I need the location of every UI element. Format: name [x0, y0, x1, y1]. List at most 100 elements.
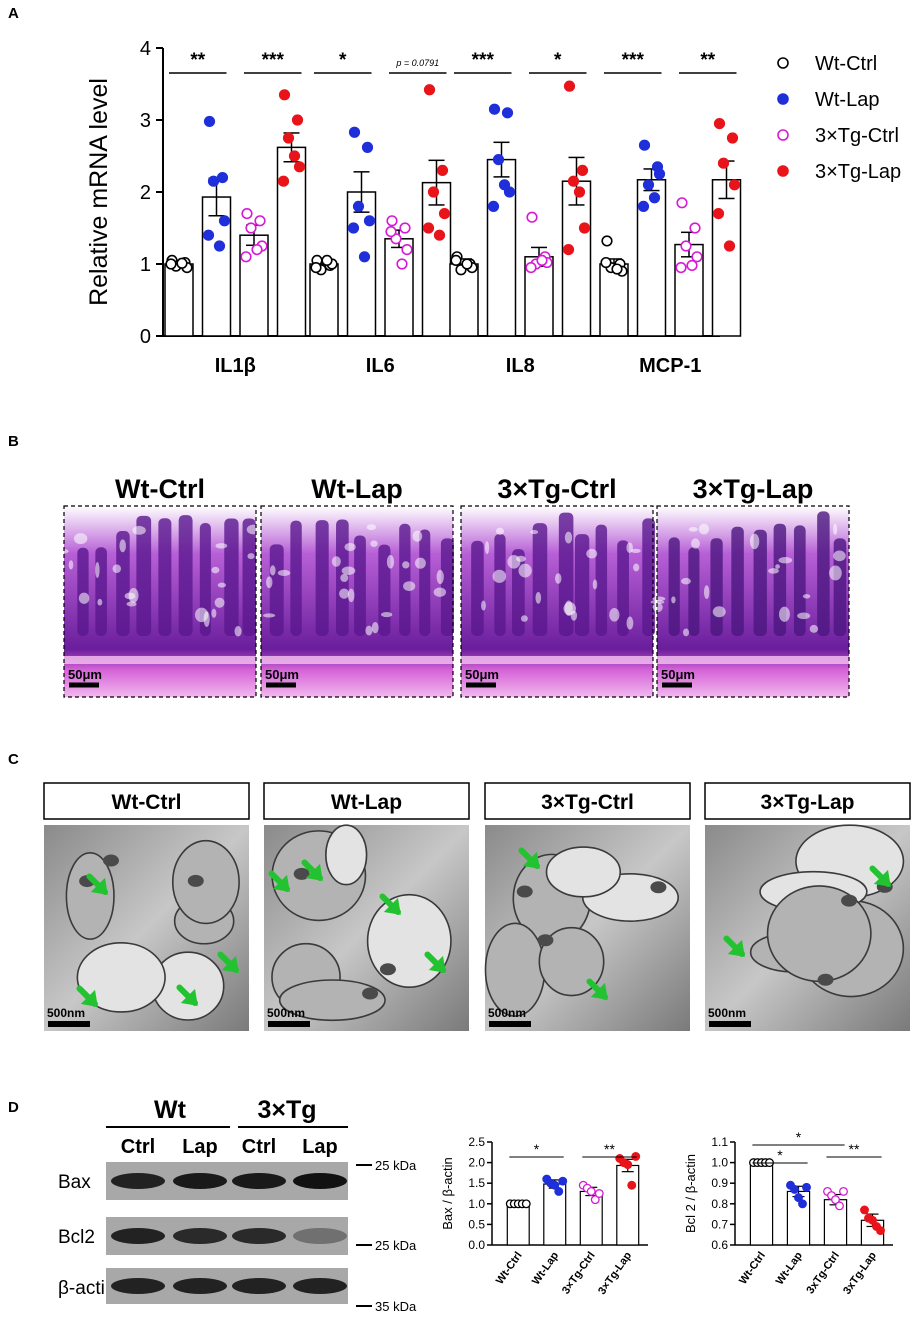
bar	[561, 180, 592, 337]
em-image-title: 3×Tg-Ctrl	[541, 791, 634, 814]
muscularis-band	[64, 656, 256, 664]
villus-shape	[242, 518, 256, 636]
data-point	[831, 1195, 840, 1205]
data-point	[282, 132, 295, 144]
data-point	[675, 262, 687, 274]
data-point	[433, 229, 446, 241]
significance-label: *	[534, 1141, 540, 1157]
goblet-cell	[60, 549, 69, 554]
data-point	[245, 222, 257, 234]
x-tick-label: Wt-Ctrl	[494, 1250, 525, 1287]
bar	[506, 1203, 530, 1246]
x-tick-label: Wt-Lap	[774, 1250, 805, 1288]
dense-granule	[187, 874, 204, 887]
em-title-box	[263, 782, 470, 820]
data-point	[578, 222, 591, 234]
dense-granule	[650, 881, 667, 894]
marker-label: 35 kDa	[375, 1299, 417, 1314]
data-point	[876, 1226, 885, 1236]
he-stain-panel: Wt-Ctrl 50μm Wt-Lap 50μm 3×Tg-Ctrl 50μm 3×Tg-L…	[60, 474, 850, 698]
y-tick-label: 0.7	[711, 1217, 728, 1231]
significance-label: *	[796, 1129, 802, 1145]
data-point	[637, 200, 650, 212]
em-micrograph	[264, 824, 469, 1031]
goblet-cell	[412, 530, 423, 542]
bar	[749, 1161, 774, 1246]
villus-shape	[77, 547, 89, 636]
goblet-cell	[263, 613, 276, 618]
scale-bar-label: 50μm	[465, 667, 499, 682]
significance-label: *	[777, 1147, 783, 1163]
y-axis-label: Bax / β-actin	[440, 1157, 455, 1230]
goblet-cell	[833, 523, 838, 536]
goblet-cell	[652, 596, 666, 602]
villus-shape	[753, 529, 767, 636]
goblet-cell	[626, 616, 634, 630]
goblet-cell	[495, 527, 504, 535]
arrow-head	[428, 955, 446, 973]
goblet-cell	[703, 585, 710, 599]
x-tick-label: 3xTg-Ctrl	[804, 1250, 842, 1296]
lane-label: Ctrl	[242, 1136, 276, 1158]
bar	[164, 263, 194, 337]
goblet-cell	[809, 624, 819, 633]
goblet-cell	[688, 527, 698, 532]
data-point	[358, 251, 371, 263]
organelle-profile	[65, 851, 115, 940]
data-point	[521, 1199, 531, 1209]
goblet-cell	[564, 600, 573, 616]
villus-shape	[354, 535, 366, 636]
goblet-cell	[203, 611, 210, 627]
data-point	[427, 186, 440, 198]
data-point	[868, 1215, 877, 1225]
organelle-profile	[76, 942, 166, 1013]
dense-granule	[817, 973, 834, 986]
goblet-cell	[339, 588, 350, 599]
data-point	[638, 139, 651, 151]
data-point	[558, 1176, 568, 1186]
arrow-head	[180, 988, 198, 1006]
green-arrow-icon	[76, 985, 98, 1007]
goblet-cell	[484, 541, 490, 555]
goblet-cell	[749, 533, 760, 550]
data-point	[648, 192, 661, 204]
data-point	[563, 80, 576, 92]
em-micrograph	[705, 824, 910, 1031]
muscularis-band	[261, 656, 453, 664]
panel-label-d: D	[8, 1099, 19, 1116]
data-point	[627, 1180, 637, 1190]
arrow-head	[272, 874, 290, 892]
data-point	[385, 226, 397, 238]
organelle-profile	[366, 893, 452, 989]
goblet-cell	[768, 568, 779, 574]
goblet-cell	[775, 564, 780, 569]
data-point	[550, 1180, 560, 1190]
data-point	[839, 1186, 848, 1196]
goblet-cell	[592, 579, 598, 590]
data-point	[680, 240, 692, 252]
y-axis-label: Relative mRNA level	[85, 78, 113, 306]
y-tick-label: 1.0	[711, 1156, 728, 1170]
he-image-title: Wt-Lap	[311, 474, 402, 504]
panel-label-a: A	[8, 5, 19, 22]
em-image-title: 3×Tg-Lap	[761, 791, 855, 814]
legend-marker	[777, 57, 789, 69]
goblet-cell	[246, 524, 261, 535]
dense-granule	[379, 963, 396, 976]
villus-shape	[224, 518, 239, 636]
villus-shape	[419, 529, 431, 636]
goblet-cell	[266, 576, 273, 589]
goblet-cell	[68, 560, 74, 570]
blot-group-label: 3×Tg	[257, 1096, 316, 1124]
protein-band	[111, 1228, 165, 1244]
data-point	[676, 197, 688, 209]
he-image-title: Wt-Ctrl	[115, 474, 205, 504]
data-point	[423, 84, 436, 96]
goblet-cell	[414, 557, 426, 569]
y-tick-label: 0	[140, 326, 151, 348]
villus-shape	[668, 537, 680, 636]
goblet-cell	[778, 557, 793, 564]
scale-bar-label: 500nm	[267, 1006, 305, 1020]
protein-band	[293, 1278, 347, 1294]
data-point	[488, 103, 501, 115]
